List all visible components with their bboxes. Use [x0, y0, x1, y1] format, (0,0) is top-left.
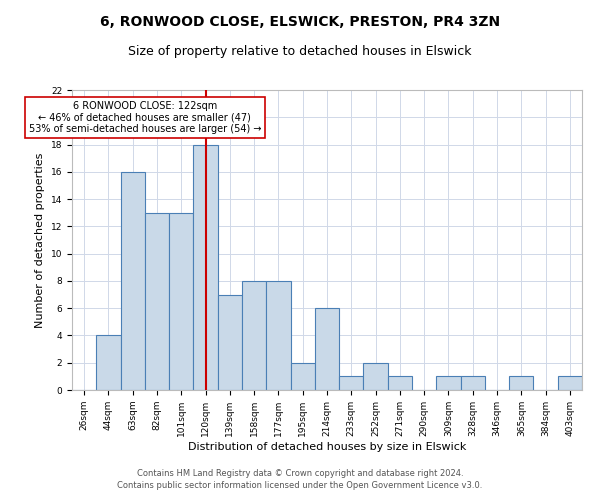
Text: Contains public sector information licensed under the Open Government Licence v3: Contains public sector information licen…	[118, 481, 482, 490]
Text: Size of property relative to detached houses in Elswick: Size of property relative to detached ho…	[128, 45, 472, 58]
Bar	[266, 281, 290, 390]
Text: Contains HM Land Registry data © Crown copyright and database right 2024.: Contains HM Land Registry data © Crown c…	[137, 468, 463, 477]
Bar	[558, 376, 582, 390]
Bar	[364, 362, 388, 390]
Bar	[242, 281, 266, 390]
Bar	[193, 144, 218, 390]
Bar	[339, 376, 364, 390]
Bar	[121, 172, 145, 390]
Bar	[315, 308, 339, 390]
X-axis label: Distribution of detached houses by size in Elswick: Distribution of detached houses by size …	[188, 442, 466, 452]
Text: 6 RONWOOD CLOSE: 122sqm
← 46% of detached houses are smaller (47)
53% of semi-de: 6 RONWOOD CLOSE: 122sqm ← 46% of detache…	[29, 101, 261, 134]
Bar	[388, 376, 412, 390]
Text: 6, RONWOOD CLOSE, ELSWICK, PRESTON, PR4 3ZN: 6, RONWOOD CLOSE, ELSWICK, PRESTON, PR4 …	[100, 15, 500, 29]
Bar	[96, 336, 121, 390]
Bar	[509, 376, 533, 390]
Bar	[290, 362, 315, 390]
Bar	[436, 376, 461, 390]
Bar	[145, 212, 169, 390]
Bar	[461, 376, 485, 390]
Bar	[218, 294, 242, 390]
Y-axis label: Number of detached properties: Number of detached properties	[35, 152, 45, 328]
Bar	[169, 212, 193, 390]
